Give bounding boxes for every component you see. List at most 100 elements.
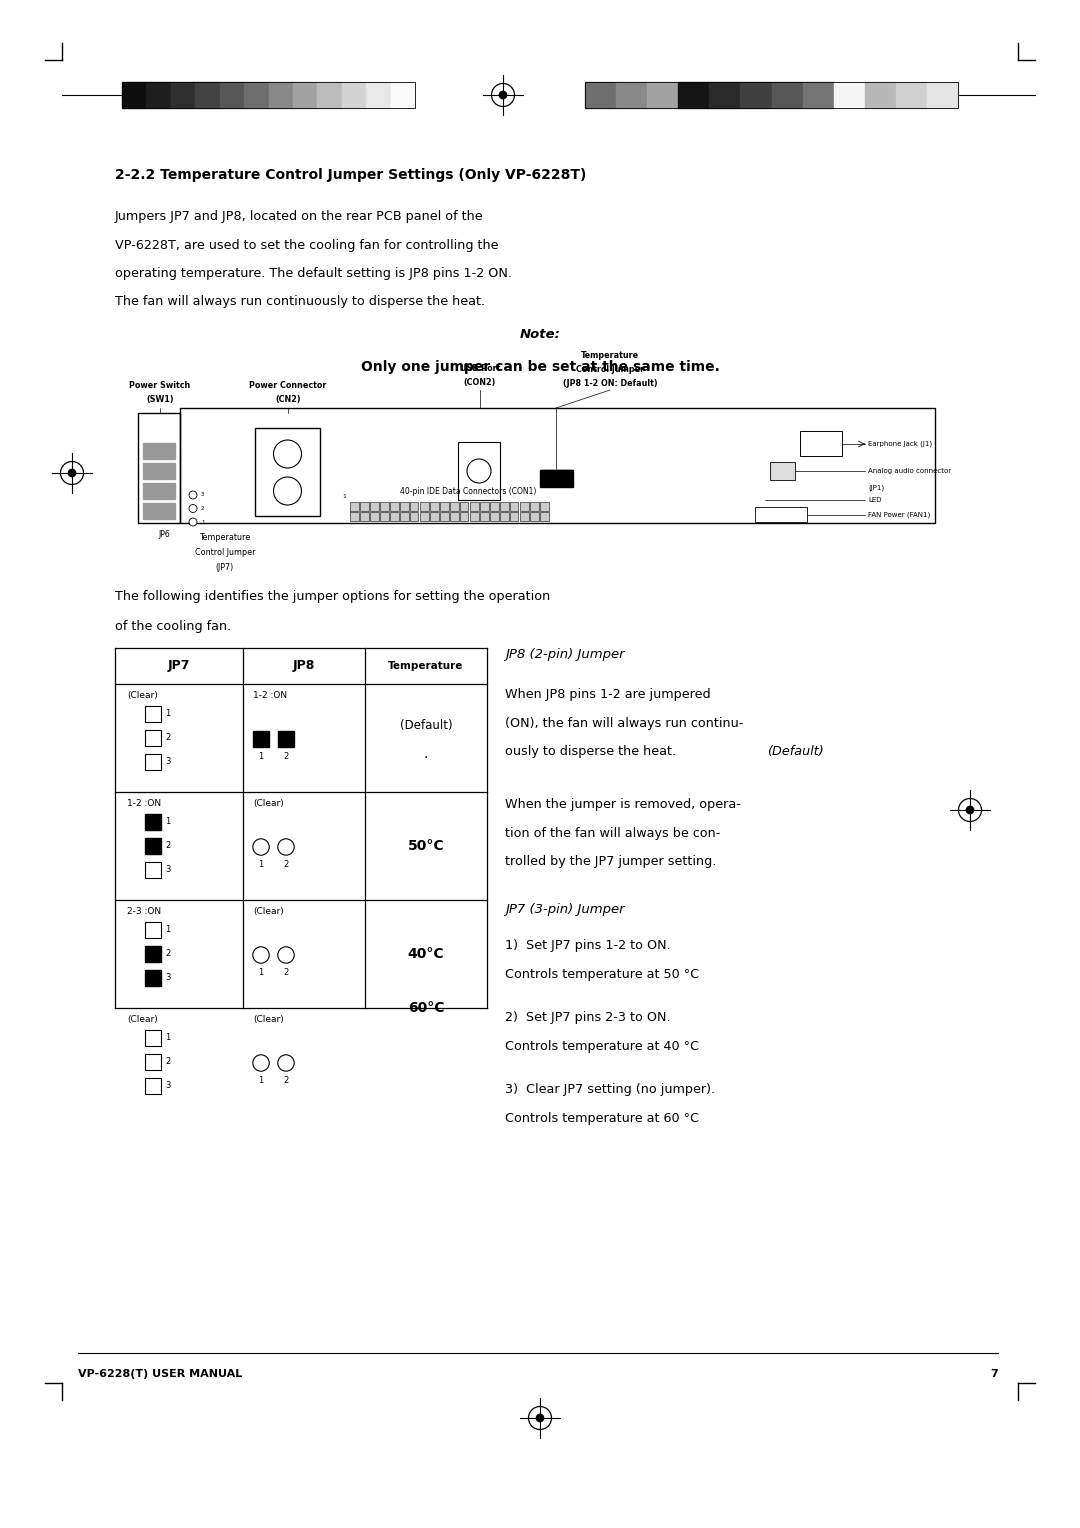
Bar — [770, 461, 795, 480]
Text: VP-6228(T) USER MANUAL: VP-6228(T) USER MANUAL — [78, 1369, 242, 1378]
Circle shape — [189, 518, 197, 526]
Text: Only one jumper can be set at the same time.: Only one jumper can be set at the same t… — [361, 361, 719, 374]
Bar — [253, 730, 269, 747]
Text: 2: 2 — [201, 506, 204, 510]
Text: Controls temperature at 60 °C: Controls temperature at 60 °C — [505, 1112, 699, 1125]
Bar — [143, 443, 175, 458]
Circle shape — [278, 947, 294, 963]
Bar — [470, 503, 478, 510]
Bar — [500, 512, 509, 521]
Bar — [490, 512, 499, 521]
Bar — [390, 512, 399, 521]
Bar — [519, 503, 528, 510]
Bar — [147, 83, 171, 108]
Circle shape — [189, 490, 197, 500]
Bar — [278, 730, 294, 747]
Bar — [865, 83, 895, 108]
Text: 40-pin IDE Data Connectors (CON1): 40-pin IDE Data Connectors (CON1) — [400, 487, 537, 497]
Bar — [143, 463, 175, 478]
Text: 3: 3 — [165, 1082, 171, 1091]
Text: Analog audio connector: Analog audio connector — [868, 468, 951, 474]
Bar — [585, 83, 616, 108]
Text: The fan will always run continuously to disperse the heat.: The fan will always run continuously to … — [114, 295, 485, 309]
Circle shape — [189, 504, 197, 512]
Bar — [318, 83, 341, 108]
Bar — [510, 503, 518, 510]
Circle shape — [253, 839, 269, 856]
Text: 3: 3 — [201, 492, 204, 498]
Text: 1: 1 — [165, 709, 171, 718]
Text: 3: 3 — [165, 758, 171, 767]
Text: Note:: Note: — [519, 329, 561, 341]
Text: 1: 1 — [258, 752, 264, 761]
Bar — [143, 483, 175, 500]
Text: 2: 2 — [283, 752, 288, 761]
Bar — [460, 512, 469, 521]
Text: 1: 1 — [165, 926, 171, 935]
Bar — [143, 503, 175, 520]
Bar — [122, 83, 147, 108]
Bar — [145, 730, 161, 746]
Bar — [244, 83, 269, 108]
Text: JP8: JP8 — [293, 660, 315, 672]
Text: VP-6228T, are used to set the cooling fan for controlling the: VP-6228T, are used to set the cooling fa… — [114, 238, 499, 252]
Text: 2: 2 — [165, 949, 171, 958]
Circle shape — [278, 1054, 294, 1071]
Bar — [802, 83, 834, 108]
Text: (ON), the fan will always run continu-: (ON), the fan will always run continu- — [505, 717, 743, 729]
Bar — [391, 83, 415, 108]
Circle shape — [253, 1054, 269, 1071]
Text: 1: 1 — [258, 969, 264, 976]
Text: (JP8 1-2 ON: Default): (JP8 1-2 ON: Default) — [563, 379, 658, 388]
Text: 1: 1 — [258, 1076, 264, 1085]
Text: 50°C: 50°C — [407, 839, 444, 853]
Bar — [195, 83, 219, 108]
Bar — [647, 83, 678, 108]
Bar — [490, 503, 499, 510]
Bar — [440, 503, 448, 510]
Bar — [500, 503, 509, 510]
Text: operating temperature. The default setting is JP8 pins 1-2 ON.: operating temperature. The default setti… — [114, 267, 512, 280]
Bar — [616, 83, 647, 108]
Bar — [450, 503, 459, 510]
Text: (Clear): (Clear) — [253, 908, 284, 915]
Text: 1: 1 — [342, 494, 346, 500]
Circle shape — [537, 1415, 543, 1421]
Bar — [470, 512, 478, 521]
Bar — [540, 469, 572, 486]
Text: When JP8 pins 1-2 are jumpered: When JP8 pins 1-2 are jumpered — [505, 688, 711, 701]
Circle shape — [278, 839, 294, 856]
Bar — [380, 512, 389, 521]
Bar — [145, 1030, 161, 1047]
Text: Jumpers JP7 and JP8, located on the rear PCB panel of the: Jumpers JP7 and JP8, located on the rear… — [114, 209, 484, 223]
Bar — [219, 83, 244, 108]
Text: 2: 2 — [283, 1076, 288, 1085]
Bar — [800, 431, 842, 455]
Bar — [927, 83, 958, 108]
Bar — [350, 512, 359, 521]
Text: 40°C: 40°C — [407, 947, 444, 961]
Text: 3: 3 — [165, 865, 171, 874]
Bar — [420, 512, 429, 521]
Bar — [519, 512, 528, 521]
Bar — [145, 706, 161, 723]
Bar — [180, 408, 935, 523]
Bar — [895, 83, 927, 108]
Text: 2: 2 — [165, 1057, 171, 1067]
Text: The following identifies the jumper options for setting the operation: The following identifies the jumper opti… — [114, 590, 550, 604]
Bar — [145, 814, 161, 830]
Text: 2: 2 — [165, 733, 171, 743]
Bar — [540, 503, 549, 510]
Text: 1-2 :ON: 1-2 :ON — [253, 691, 287, 700]
Text: Temperature: Temperature — [200, 533, 251, 542]
Bar — [510, 512, 518, 521]
Text: 3: 3 — [165, 973, 171, 983]
Bar — [540, 471, 555, 486]
Text: (JP7): (JP7) — [216, 562, 234, 571]
Bar — [360, 503, 368, 510]
Bar — [145, 862, 161, 879]
Text: 2-2.2 Temperature Control Jumper Settings (Only VP-6228T): 2-2.2 Temperature Control Jumper Setting… — [114, 168, 586, 182]
Bar — [540, 512, 549, 521]
Bar — [834, 83, 865, 108]
Text: Control Jumper: Control Jumper — [194, 549, 255, 558]
